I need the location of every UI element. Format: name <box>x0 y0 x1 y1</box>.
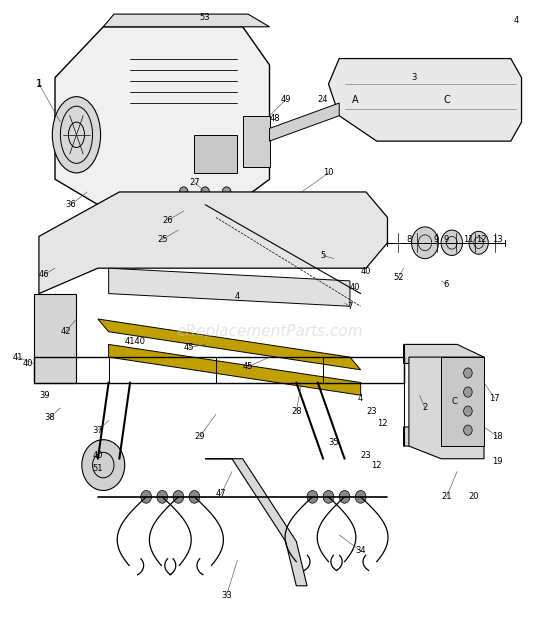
Text: 38: 38 <box>44 413 55 422</box>
Text: 40: 40 <box>93 451 103 460</box>
Circle shape <box>201 187 210 197</box>
Text: 13: 13 <box>492 235 503 244</box>
Circle shape <box>339 491 350 503</box>
Polygon shape <box>98 319 361 370</box>
Circle shape <box>179 187 188 197</box>
Text: 10: 10 <box>323 168 334 177</box>
Circle shape <box>464 406 472 416</box>
Text: 5: 5 <box>321 251 326 260</box>
Text: 12: 12 <box>476 235 487 244</box>
Polygon shape <box>109 345 361 395</box>
Text: 23: 23 <box>361 451 371 460</box>
Circle shape <box>464 368 472 378</box>
Text: 48: 48 <box>270 114 280 123</box>
Polygon shape <box>103 14 270 27</box>
Circle shape <box>307 491 318 503</box>
Text: 37: 37 <box>93 426 103 434</box>
Text: 4: 4 <box>234 292 240 301</box>
Text: 51: 51 <box>93 464 103 473</box>
Text: 1: 1 <box>36 79 42 89</box>
Text: 36: 36 <box>66 200 77 209</box>
Text: 12: 12 <box>377 419 388 428</box>
Text: 42: 42 <box>60 327 71 336</box>
Bar <box>243 115 270 167</box>
Text: 11: 11 <box>462 235 473 244</box>
Text: 52: 52 <box>393 273 404 282</box>
Bar <box>441 357 484 446</box>
Circle shape <box>355 491 366 503</box>
Text: 47: 47 <box>216 489 226 498</box>
Text: 4140: 4140 <box>125 337 146 346</box>
Text: 7: 7 <box>347 302 353 311</box>
Polygon shape <box>205 459 307 586</box>
Ellipse shape <box>52 97 101 173</box>
Text: 17: 17 <box>489 394 500 403</box>
Text: 20: 20 <box>468 493 479 501</box>
Circle shape <box>82 440 125 491</box>
Text: 39: 39 <box>39 390 50 400</box>
Circle shape <box>464 425 472 435</box>
Text: 53: 53 <box>200 13 210 22</box>
Text: 40: 40 <box>350 283 361 292</box>
Polygon shape <box>270 103 339 141</box>
Circle shape <box>157 491 168 503</box>
Circle shape <box>323 491 334 503</box>
Circle shape <box>464 387 472 397</box>
Bar <box>195 135 237 173</box>
Polygon shape <box>328 59 522 141</box>
Polygon shape <box>39 192 388 293</box>
Circle shape <box>441 230 462 255</box>
Text: 2: 2 <box>423 403 427 412</box>
Text: 35: 35 <box>329 438 339 447</box>
Text: 46: 46 <box>39 270 50 279</box>
Text: 26: 26 <box>162 216 173 225</box>
Text: 27: 27 <box>189 178 200 187</box>
Circle shape <box>222 187 231 197</box>
Text: 33: 33 <box>221 591 232 600</box>
Text: 41: 41 <box>12 353 23 362</box>
Text: 18: 18 <box>492 432 503 441</box>
Text: 45: 45 <box>243 362 253 371</box>
Circle shape <box>469 232 488 254</box>
Text: 12: 12 <box>371 461 382 470</box>
Text: 34: 34 <box>355 546 366 555</box>
Text: C: C <box>443 95 450 105</box>
Text: 1: 1 <box>36 80 42 89</box>
Polygon shape <box>404 345 484 446</box>
Text: 4: 4 <box>514 16 519 25</box>
Circle shape <box>412 227 438 258</box>
Polygon shape <box>409 357 484 459</box>
Text: 3: 3 <box>412 73 417 82</box>
Circle shape <box>189 491 200 503</box>
Text: 40: 40 <box>361 267 371 276</box>
Text: 19: 19 <box>492 457 503 466</box>
Circle shape <box>173 491 184 503</box>
Text: 45: 45 <box>184 343 195 352</box>
Text: 29: 29 <box>195 432 205 441</box>
Text: 49: 49 <box>280 95 291 105</box>
Text: A: A <box>352 95 358 105</box>
Text: 6: 6 <box>444 279 449 288</box>
Text: 24: 24 <box>318 95 328 105</box>
Text: 40: 40 <box>23 359 33 368</box>
Polygon shape <box>33 293 77 383</box>
Text: 9: 9 <box>444 235 449 244</box>
Text: 21: 21 <box>441 493 452 501</box>
Polygon shape <box>109 268 350 306</box>
Text: 8: 8 <box>406 235 412 244</box>
Polygon shape <box>55 27 270 211</box>
Text: 4: 4 <box>358 394 363 403</box>
Text: 9: 9 <box>433 235 438 244</box>
Text: 28: 28 <box>291 406 302 415</box>
Text: eReplacementParts.com: eReplacementParts.com <box>176 324 363 339</box>
Text: 25: 25 <box>157 235 168 244</box>
Text: 23: 23 <box>366 406 377 415</box>
Text: C: C <box>452 397 458 406</box>
Circle shape <box>141 491 151 503</box>
